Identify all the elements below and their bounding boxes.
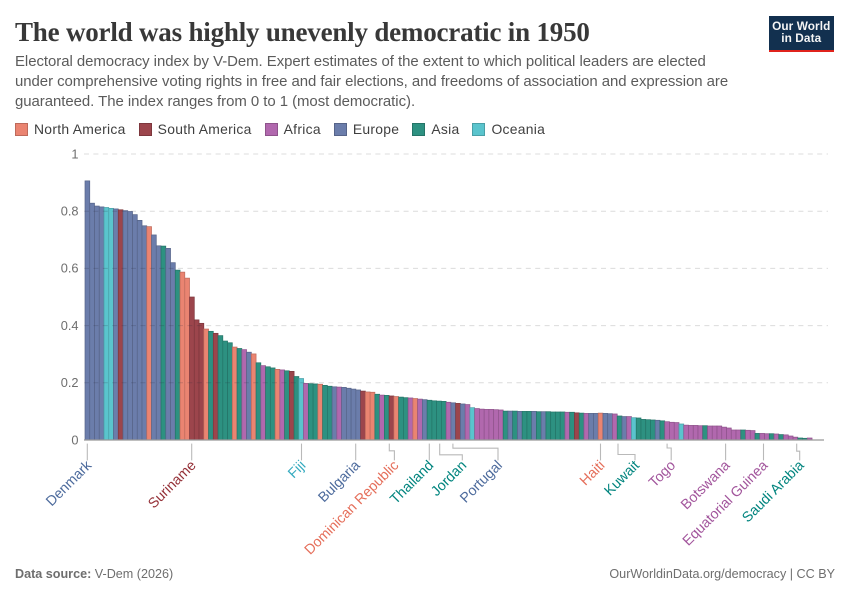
svg-text:Denmark: Denmark (43, 457, 96, 510)
svg-text:0: 0 (71, 432, 78, 447)
svg-text:0.2: 0.2 (61, 375, 79, 390)
svg-text:Fiji: Fiji (285, 458, 309, 482)
svg-text:Togo: Togo (646, 458, 679, 491)
svg-text:0.8: 0.8 (61, 204, 79, 219)
svg-text:0.6: 0.6 (61, 261, 79, 276)
svg-text:Kuwait: Kuwait (601, 458, 642, 499)
svg-text:0.4: 0.4 (61, 318, 79, 333)
svg-text:1: 1 (71, 146, 78, 161)
svg-text:Suriname: Suriname (145, 458, 199, 512)
